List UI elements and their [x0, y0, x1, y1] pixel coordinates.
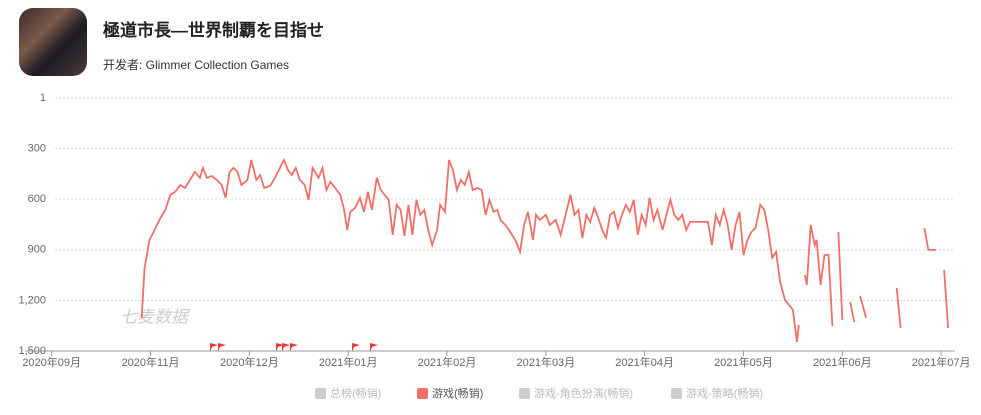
legend-swatch	[315, 388, 326, 399]
x-tick-label: 2021年06月	[813, 355, 872, 369]
app-title: 極道市長—世界制覇を目指せ	[103, 21, 324, 40]
legend-label: 游戏-策略(畅销)	[686, 386, 763, 400]
legend-item[interactable]: 游戏-策略(畅销)	[671, 386, 763, 400]
x-tick-label: 2021年04月	[615, 355, 674, 369]
y-tick-label: 300	[28, 142, 46, 154]
legend-label: 游戏(畅销)	[432, 386, 483, 400]
developer: 开发者: Glimmer Collection Games	[103, 58, 290, 72]
y-tick-label: 1	[40, 92, 46, 104]
event-flags	[210, 343, 378, 352]
app-icon	[19, 8, 87, 76]
legend-item[interactable]: 总榜(畅销)	[315, 386, 381, 400]
y-tick-label: 600	[28, 193, 46, 205]
x-tick-label: 2020年09月	[22, 355, 81, 369]
x-tick-label: 2021年07月	[912, 355, 971, 369]
x-tick-label: 2021年05月	[714, 355, 773, 369]
y-tick-label: 1,200	[18, 294, 46, 306]
legend-label: 游戏-角色扮演(畅销)	[534, 386, 633, 400]
x-tick-label: 2020年11月	[122, 355, 180, 369]
legend-swatch	[671, 388, 682, 399]
legend-item[interactable]: 游戏-角色扮演(畅销)	[519, 386, 633, 400]
x-tick-label: 2021年02月	[418, 355, 477, 369]
y-tick-label: 900	[28, 244, 46, 256]
x-tick-label: 2021年03月	[516, 355, 575, 369]
watermark: 七麦数据	[120, 307, 191, 326]
x-tick-label: 2021年01月	[319, 355, 378, 369]
series-line	[140, 157, 949, 343]
x-tick-label: 2020年12月	[220, 355, 279, 369]
legend-item[interactable]: 游戏(畅销)	[417, 386, 483, 400]
legend-label: 总榜(畅销)	[330, 386, 381, 400]
legend-swatch	[417, 388, 428, 399]
legend-swatch	[519, 388, 530, 399]
